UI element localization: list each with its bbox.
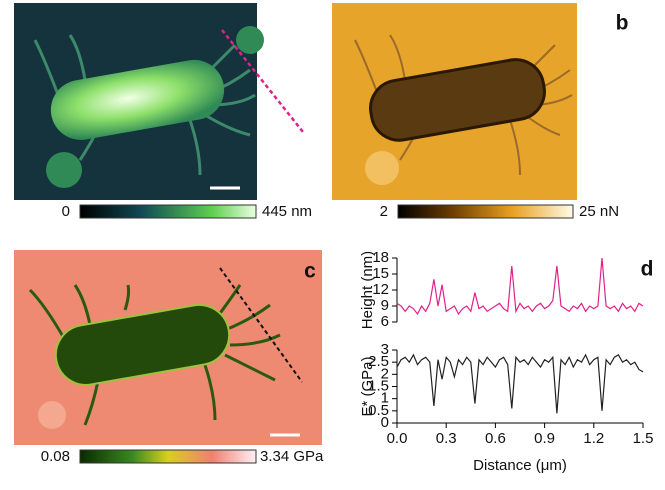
- panel-label: a: [295, 12, 307, 35]
- colorbar-max: 3.34 GPa: [260, 448, 324, 465]
- y-axis-label: Height (nm): [359, 251, 376, 329]
- y-tick-label: 3: [381, 341, 389, 358]
- colorbar-min: 0: [62, 203, 70, 220]
- colorbar: [80, 205, 256, 218]
- colorbar-max: 445 nm: [262, 203, 312, 220]
- panel-label: c: [304, 260, 316, 283]
- panel-label: b: [616, 12, 629, 35]
- x-axis-label: Distance (μm): [473, 457, 567, 474]
- panel-b-image: [332, 3, 615, 200]
- data-line: [397, 258, 643, 314]
- panel-c-image: [14, 250, 322, 445]
- colorbar: [398, 205, 573, 218]
- colorbar-min: 0.08: [41, 448, 70, 465]
- y-tick-label: 6: [381, 313, 389, 330]
- x-tick-label: 0.3: [436, 430, 457, 447]
- colorbar-min: 2: [380, 203, 388, 220]
- x-tick-label: 1.2: [583, 430, 604, 447]
- panel-a-image: [14, 3, 303, 200]
- y-tick-label: 9: [381, 297, 389, 314]
- x-tick-label: 0.6: [485, 430, 506, 447]
- x-tick-label: 1.5: [633, 430, 654, 447]
- x-tick-label: 0.9: [534, 430, 555, 447]
- figure: a 0 445 nm b 2 25 nN c 0.08 3.34 GPa d 6…: [0, 0, 665, 485]
- x-tick-label: 0.0: [387, 430, 408, 447]
- panel-label: d: [641, 258, 654, 281]
- colorbar: [80, 450, 256, 463]
- data-line: [397, 355, 643, 413]
- y-axis-label: E* (GPa): [359, 356, 376, 416]
- colorbar-max: 25 nN: [579, 203, 619, 220]
